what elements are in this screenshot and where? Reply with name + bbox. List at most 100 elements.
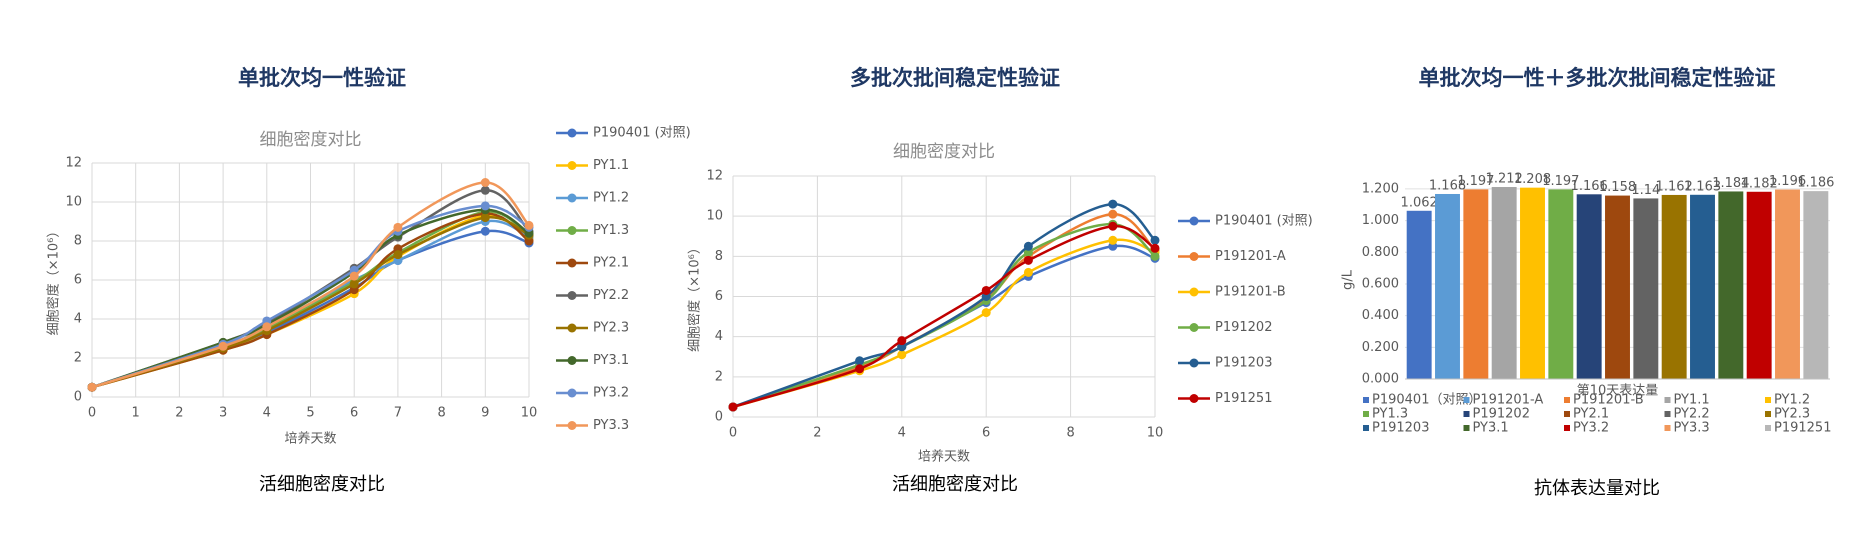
bar [1718, 191, 1744, 379]
data-point [855, 356, 865, 366]
data-point [87, 382, 97, 392]
bar [1548, 189, 1574, 379]
data-label: 1.186 [1797, 176, 1834, 191]
data-label: 1.184 [1712, 176, 1749, 191]
data-label: 1.197 [1542, 174, 1579, 189]
legend-label: P190401（对照） [1372, 393, 1481, 408]
legend-label: PY2.1 [1573, 407, 1609, 422]
section-heading: 单批次均一性验证 [238, 66, 406, 90]
data-point [393, 222, 403, 232]
y-tick-label: 2 [715, 369, 723, 384]
data-point [262, 322, 272, 332]
data-point [897, 350, 907, 360]
legend-swatch [1363, 411, 1369, 417]
bar [1435, 193, 1460, 379]
data-point [480, 201, 490, 211]
legend-swatch [1463, 411, 1470, 417]
legend-swatch [1664, 425, 1671, 431]
x-tick-label: 3 [219, 406, 227, 421]
section-caption: 抗体表达量对比 [1534, 478, 1660, 499]
y-tick-label: 0.800 [1362, 245, 1399, 260]
y-tick-label: 6 [74, 273, 82, 288]
legend-label: P191201-A [1215, 249, 1286, 264]
legend-swatch [1463, 397, 1470, 403]
legend-swatch [1765, 411, 1771, 417]
y-tick-label: 12 [65, 156, 82, 171]
data-label: 1.197 [1457, 174, 1494, 189]
y-tick-label: 1.200 [1362, 181, 1399, 196]
legend-label: PY2.3 [1774, 407, 1810, 422]
series-line [732, 224, 1156, 409]
chart-title: 细胞密度对比 [893, 142, 995, 162]
data-point [1150, 235, 1160, 245]
data-point [1023, 255, 1033, 265]
x-tick-label: 10 [1147, 426, 1164, 441]
legend-swatch [1363, 425, 1369, 431]
data-point [1150, 243, 1160, 253]
bar [1491, 187, 1517, 379]
legend-label: PY1.2 [593, 191, 629, 206]
legend-label: PY3.1 [593, 353, 629, 368]
bar [1661, 194, 1687, 379]
bar [1463, 189, 1489, 379]
data-label: 1.166 [1571, 179, 1608, 194]
section-heading: 多批次批间稳定性验证 [850, 66, 1060, 90]
legend-label: PY1.2 [1774, 393, 1810, 408]
legend-swatch [1463, 425, 1470, 431]
legend-label: P191251 [1215, 391, 1272, 406]
x-tick-label: 6 [350, 406, 358, 421]
y-tick-label: 0.600 [1362, 276, 1399, 291]
series-line [91, 204, 530, 389]
legend-label: PY3.3 [593, 418, 629, 433]
legend-marker [1189, 358, 1199, 368]
legend-label: P191202 [1473, 407, 1530, 422]
y-tick-label: 0 [74, 390, 82, 405]
legend-swatch [1765, 425, 1771, 431]
data-point [1108, 221, 1118, 231]
y-axis-label: 细胞密度（×10⁶） [46, 225, 62, 336]
data-point [480, 178, 490, 187]
data-point [349, 279, 359, 289]
legend-label: PY2.2 [1674, 407, 1710, 422]
x-tick-label: 4 [898, 426, 906, 441]
legend-marker [1189, 252, 1199, 261]
legend-marker [567, 226, 577, 235]
legend-label: PY1.1 [593, 158, 629, 173]
legend-label: P191201-A [1473, 393, 1544, 408]
x-tick-label: 4 [263, 406, 271, 421]
data-point [218, 341, 228, 351]
legend-marker [567, 258, 577, 268]
data-point [1023, 267, 1033, 277]
legend-label: PY1.1 [1674, 393, 1710, 408]
bar [1576, 194, 1602, 379]
data-point [480, 185, 490, 195]
y-tick-label: 2 [74, 351, 82, 366]
legend-label: PY1.3 [1372, 407, 1408, 422]
data-point [480, 226, 490, 236]
data-label: 1.062 [1401, 195, 1438, 210]
x-tick-label: 8 [437, 406, 445, 421]
legend-label: PY2.3 [593, 321, 629, 336]
data-label: 1.182 [1741, 176, 1778, 191]
legend-label: P191203 [1372, 421, 1429, 436]
legend-marker [567, 421, 577, 430]
data-point [897, 336, 907, 346]
x-tick-label: 2 [813, 426, 821, 441]
y-tick-label: 12 [706, 169, 723, 184]
bar [1406, 210, 1432, 379]
legend-label: P191203 [1215, 356, 1272, 371]
section-caption: 活细胞密度对比 [892, 474, 1018, 495]
legend-label: P191251 [1774, 421, 1831, 436]
legend-label: PY1.3 [593, 223, 629, 238]
legend-swatch [1564, 397, 1570, 403]
data-point [524, 220, 534, 230]
x-axis-label: 培养天数 [918, 449, 970, 465]
y-tick-label: 4 [74, 312, 82, 327]
x-tick-label: 7 [394, 406, 402, 421]
legend-label: PY3.1 [1473, 421, 1509, 436]
y-axis-label: g/L [1341, 269, 1356, 290]
x-tick-label: 第10天表达量 [1577, 384, 1659, 399]
legend-marker [567, 128, 577, 138]
data-label: 1.196 [1769, 174, 1806, 189]
